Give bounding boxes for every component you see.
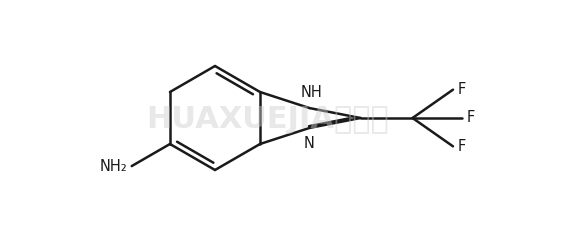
Text: HUAXUEJIA化学加: HUAXUEJIA化学加 bbox=[146, 106, 389, 134]
Text: N: N bbox=[304, 136, 315, 151]
Text: F: F bbox=[458, 82, 466, 97]
Text: F: F bbox=[467, 110, 475, 126]
Text: NH: NH bbox=[300, 85, 323, 100]
Text: F: F bbox=[458, 139, 466, 154]
Text: NH₂: NH₂ bbox=[100, 159, 127, 174]
